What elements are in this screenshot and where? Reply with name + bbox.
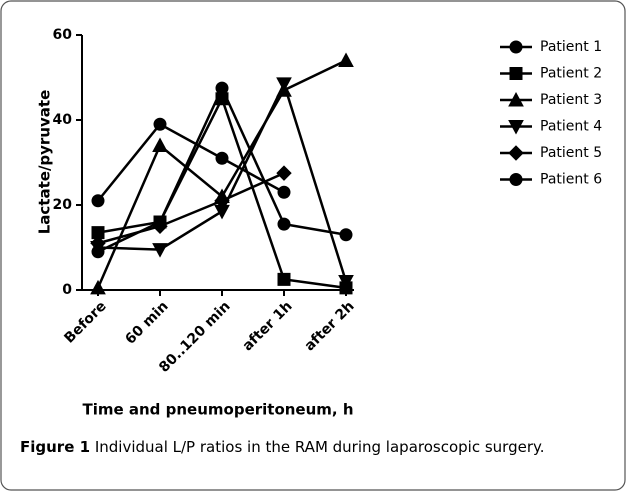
caption-text: Individual L/P ratios in the RAM during … (94, 438, 545, 456)
legend-label: Patient 6 (540, 172, 602, 188)
x-tick-label: after 1h (240, 298, 296, 354)
marker (277, 272, 291, 286)
y-tick-label: 20 (53, 197, 73, 213)
x-tick-label: after 2h (302, 298, 358, 354)
series-line (97, 80, 348, 282)
caption-label: Figure 1 (20, 438, 91, 456)
marker (508, 120, 524, 135)
marker (277, 217, 291, 231)
y-axis-title: Lactate/pyruvate (36, 90, 54, 235)
x-tick-label: 60 min (122, 298, 171, 347)
marker (214, 193, 230, 209)
marker (338, 52, 354, 67)
legend-label: Patient 4 (540, 119, 602, 135)
series-line (97, 122, 285, 202)
marker (153, 215, 167, 229)
x-tick-label: Before (61, 298, 109, 346)
marker (91, 245, 105, 259)
marker (276, 77, 292, 92)
marker (338, 275, 354, 290)
marker (90, 279, 106, 295)
marker (509, 173, 523, 186)
y-tick-label: 40 (53, 112, 73, 128)
marker (91, 194, 105, 208)
y-tick-label: 60 (53, 27, 73, 43)
marker (153, 117, 167, 131)
y-tick-label: 0 (62, 282, 72, 298)
legend-label: Patient 5 (540, 145, 602, 161)
marker (276, 165, 292, 181)
marker (508, 91, 524, 107)
marker (152, 243, 168, 258)
x-axis-title: Time and pneumoperitoneum, h (82, 401, 353, 419)
marker (277, 185, 291, 199)
marker (215, 81, 229, 95)
legend-label: Patient 1 (540, 39, 602, 55)
series-line (97, 171, 285, 245)
legend-label: Patient 2 (540, 66, 602, 82)
marker (508, 145, 524, 161)
marker (509, 40, 523, 54)
legend-label: Patient 3 (540, 92, 602, 108)
marker (509, 67, 523, 80)
marker (339, 228, 353, 242)
caption: Figure 1 Individual L/P ratios in the RA… (20, 436, 608, 459)
marker (152, 137, 168, 152)
marker (215, 151, 229, 165)
